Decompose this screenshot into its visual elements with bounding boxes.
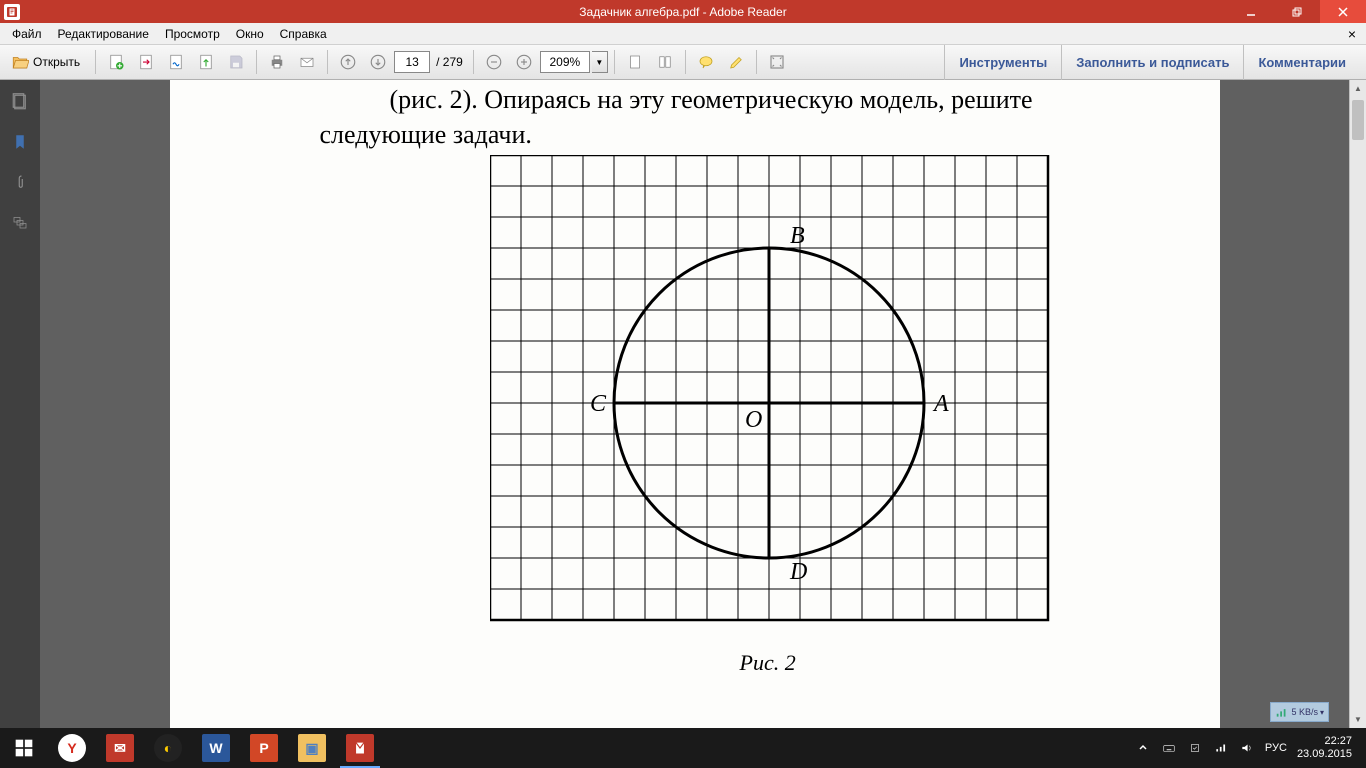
menubar-close-icon[interactable]: × bbox=[1342, 26, 1362, 42]
zoom-out-button[interactable] bbox=[480, 48, 508, 76]
menubar: Файл Редактирование Просмотр Окно Справк… bbox=[0, 23, 1366, 45]
tray-clock[interactable]: 22:27 23.09.2015 bbox=[1297, 735, 1358, 761]
label-a: A bbox=[932, 391, 949, 417]
scrollbar-thumb[interactable] bbox=[1352, 100, 1364, 140]
toolbar-right-tabs: Инструменты Заполнить и подписать Коммен… bbox=[944, 45, 1360, 80]
label-b: B bbox=[790, 223, 805, 249]
window-controls bbox=[1228, 0, 1366, 23]
toolbar-separator bbox=[256, 50, 257, 74]
tray-volume-icon[interactable] bbox=[1239, 740, 1255, 756]
pdf-page: (рис. 2). Опираясь на эту геометрическую… bbox=[170, 80, 1220, 728]
save-button[interactable] bbox=[222, 48, 250, 76]
windows-taskbar: Y ✉ ◐ W P ▣ РУС 22:27 23.09.2015 bbox=[0, 728, 1366, 768]
system-tray: РУС 22:27 23.09.2015 bbox=[1127, 728, 1366, 768]
bookmarks-icon[interactable] bbox=[6, 128, 34, 156]
taskbar-app-adobe-reader[interactable] bbox=[336, 728, 384, 768]
open-button[interactable]: Открыть bbox=[6, 48, 89, 76]
highlight-button[interactable] bbox=[722, 48, 750, 76]
taskbar-app-yandex[interactable]: Y bbox=[48, 728, 96, 768]
page-number-input[interactable] bbox=[394, 51, 430, 73]
toolbar-separator bbox=[685, 50, 686, 74]
tab-tools[interactable]: Инструменты bbox=[944, 45, 1061, 80]
next-page-button[interactable] bbox=[364, 48, 392, 76]
email-button[interactable] bbox=[293, 48, 321, 76]
label-d: D bbox=[789, 559, 807, 585]
tray-network-icon[interactable] bbox=[1213, 740, 1229, 756]
open-button-label: Открыть bbox=[33, 55, 80, 69]
tray-date-label: 23.09.2015 bbox=[1297, 748, 1352, 761]
window-title: Задачник алгебра.pdf - Adobe Reader bbox=[579, 5, 786, 19]
app-icon bbox=[4, 4, 20, 20]
close-button[interactable] bbox=[1320, 0, 1366, 23]
doc-text-line-2: следующие задачи. bbox=[320, 120, 532, 150]
page-total-label: / 279 bbox=[432, 55, 467, 69]
doc-text-line-1: (рис. 2). Опираясь на эту геометрическую… bbox=[390, 85, 1033, 115]
layers-icon[interactable] bbox=[6, 208, 34, 236]
tray-safe-remove-icon[interactable] bbox=[1187, 740, 1203, 756]
read-mode-button[interactable] bbox=[763, 48, 791, 76]
comment-button[interactable] bbox=[692, 48, 720, 76]
taskbar-app-torrent[interactable]: ◐ bbox=[144, 728, 192, 768]
toolbar-separator bbox=[327, 50, 328, 74]
menu-view[interactable]: Просмотр bbox=[157, 25, 228, 43]
scroll-down-icon[interactable]: ▼ bbox=[1350, 711, 1366, 728]
figure-caption: Рис. 2 bbox=[740, 650, 796, 676]
window-titlebar: Задачник алгебра.pdf - Adobe Reader bbox=[0, 0, 1366, 23]
zoom-input[interactable] bbox=[540, 51, 590, 73]
toolbar: Открыть / 279 ▼ Инструменты За bbox=[0, 45, 1366, 80]
create-pdf-button[interactable] bbox=[102, 48, 130, 76]
label-o: O bbox=[745, 407, 762, 433]
fit-width-button[interactable] bbox=[651, 48, 679, 76]
toolbar-separator bbox=[614, 50, 615, 74]
taskbar-app-word[interactable]: W bbox=[192, 728, 240, 768]
attachments-icon[interactable] bbox=[6, 168, 34, 196]
zoom-dropdown[interactable]: ▼ bbox=[592, 51, 608, 73]
menu-window[interactable]: Окно bbox=[228, 25, 272, 43]
sign-button[interactable] bbox=[162, 48, 190, 76]
figure-grid-circle: B A C D O bbox=[490, 155, 1050, 715]
network-speed-label: 5 KB/s bbox=[1291, 707, 1318, 717]
document-viewport[interactable]: (рис. 2). Опираясь на эту геометрическую… bbox=[40, 80, 1349, 728]
print-button[interactable] bbox=[263, 48, 291, 76]
zoom-in-button[interactable] bbox=[510, 48, 538, 76]
start-button[interactable] bbox=[0, 728, 48, 768]
taskbar-app-explorer[interactable]: ▣ bbox=[288, 728, 336, 768]
toolbar-separator bbox=[473, 50, 474, 74]
minimize-button[interactable] bbox=[1228, 0, 1274, 23]
tab-comments[interactable]: Комментарии bbox=[1243, 45, 1360, 80]
tray-keyboard-icon[interactable] bbox=[1161, 740, 1177, 756]
tray-language[interactable]: РУС bbox=[1265, 742, 1287, 754]
menu-edit[interactable]: Редактирование bbox=[50, 25, 157, 43]
taskbar-app-powerpoint[interactable]: P bbox=[240, 728, 288, 768]
toolbar-separator bbox=[95, 50, 96, 74]
tray-chevron-icon[interactable] bbox=[1135, 740, 1151, 756]
taskbar-app-mail[interactable]: ✉ bbox=[96, 728, 144, 768]
tray-time-label: 22:27 bbox=[1324, 735, 1352, 748]
restore-button[interactable] bbox=[1274, 0, 1320, 23]
thumbnails-icon[interactable] bbox=[6, 88, 34, 116]
left-sidebar bbox=[0, 80, 40, 728]
menu-help[interactable]: Справка bbox=[272, 25, 335, 43]
send-button[interactable] bbox=[192, 48, 220, 76]
toolbar-separator bbox=[756, 50, 757, 74]
tab-fill-sign[interactable]: Заполнить и подписать bbox=[1061, 45, 1243, 80]
main-area: (рис. 2). Опираясь на эту геометрическую… bbox=[0, 80, 1366, 728]
convert-button[interactable] bbox=[132, 48, 160, 76]
network-speed-indicator[interactable]: 5 KB/s ▾ bbox=[1270, 702, 1329, 722]
fit-page-button[interactable] bbox=[621, 48, 649, 76]
prev-page-button[interactable] bbox=[334, 48, 362, 76]
label-c: C bbox=[590, 391, 607, 417]
menu-file[interactable]: Файл bbox=[4, 25, 50, 43]
scroll-up-icon[interactable]: ▲ bbox=[1350, 80, 1366, 97]
vertical-scrollbar[interactable]: ▲ ▼ bbox=[1349, 80, 1366, 728]
